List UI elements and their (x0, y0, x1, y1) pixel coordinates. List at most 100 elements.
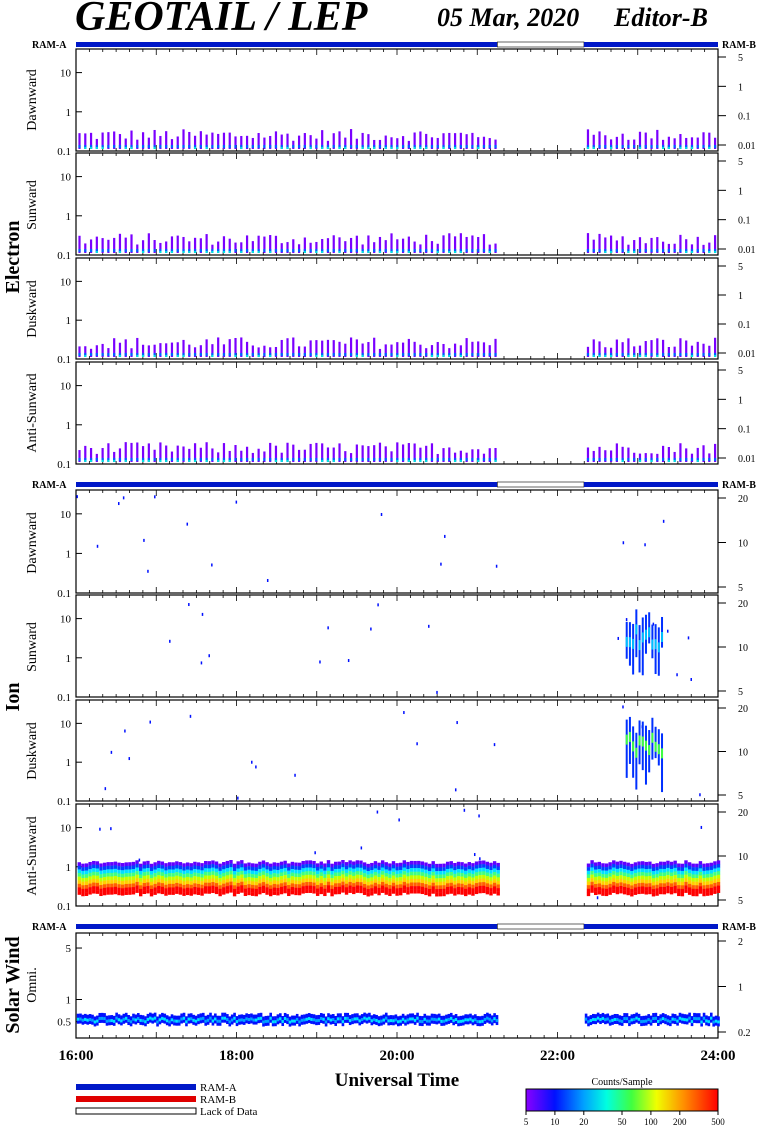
spectrogram-band (666, 867, 670, 872)
spectrogram-column (407, 140, 410, 149)
ytick-label-right: 5 (738, 791, 743, 802)
spectrogram-column (332, 340, 335, 357)
spectrogram-band (142, 886, 147, 891)
solar-wind-column (151, 1017, 155, 1021)
spectrogram-column (482, 249, 486, 252)
spectrogram-band (124, 869, 128, 874)
spectrogram-column (696, 447, 699, 462)
spectrogram-band (424, 891, 428, 896)
spectrogram-band (456, 886, 461, 891)
spectrogram-band (225, 875, 230, 880)
spectrogram-band (684, 885, 688, 890)
spectrogram-band (236, 868, 240, 873)
spectrogram-band (106, 880, 110, 884)
spectrogram-band (254, 878, 258, 882)
spectrogram-band (442, 888, 446, 893)
spectrogram-column (661, 249, 665, 252)
spectrogram-column (89, 353, 93, 356)
spectrogram-band (691, 867, 695, 871)
spectrogram-column (609, 458, 613, 461)
solar-wind-column (124, 1016, 128, 1020)
spectrogram-band (662, 879, 667, 884)
solar-wind-column (481, 1019, 484, 1023)
spectrogram-band (713, 861, 717, 866)
date-label: 05 Mar, 2020 (437, 3, 579, 32)
solar-wind-column (100, 1016, 104, 1020)
spectrogram-column (632, 623, 635, 675)
spectrogram-band (680, 863, 685, 868)
spectrogram-band (399, 862, 403, 867)
spectrogram-column (453, 460, 457, 462)
spectrogram-column (367, 147, 370, 149)
solar-wind-column (324, 1020, 328, 1024)
spectrogram-band (146, 875, 150, 880)
spectrogram-column (338, 237, 341, 253)
spectrogram-band (240, 881, 244, 886)
spectrogram-column (471, 235, 474, 253)
spectrogram-column (245, 353, 249, 356)
spectrogram-column (326, 447, 330, 462)
ram-status-segment (583, 42, 718, 47)
spectrogram-column (280, 145, 283, 148)
spectrogram-band (272, 887, 277, 892)
spectrogram-column (656, 237, 659, 253)
spectrogram-band (222, 865, 226, 870)
spectrogram-column (644, 249, 647, 252)
spectrogram-band (232, 863, 237, 868)
spectrogram-band (438, 874, 443, 879)
solar-wind-column (197, 1018, 200, 1022)
spectrogram-band (225, 878, 230, 883)
spectrogram-column (141, 460, 145, 462)
spectrogram-band (590, 867, 594, 872)
spectrogram-band (496, 884, 500, 889)
spectrogram-band (265, 883, 269, 888)
spectrogram-band (691, 863, 695, 868)
ytick-label-right: 0.01 (738, 245, 756, 256)
spectrogram-column (373, 353, 376, 356)
spectrogram-band (243, 877, 248, 882)
spectrogram-band (377, 887, 381, 892)
spectrogram-band (716, 889, 721, 893)
solar-wind-column (353, 1017, 357, 1021)
spectrogram-band (193, 890, 197, 895)
spectrogram-dot (110, 827, 112, 831)
spectrogram-column (378, 348, 382, 357)
spectrogram-column (159, 458, 162, 461)
spectrogram-column (667, 145, 670, 148)
spectrogram-column (269, 355, 272, 357)
spectrogram-band (662, 890, 667, 895)
solar-wind-column (300, 1018, 304, 1022)
solar-wind-column (685, 1018, 689, 1022)
spectrogram-band (124, 862, 128, 867)
spectrogram-band (637, 886, 641, 891)
spectrogram-band (496, 873, 500, 878)
spectrogram-band (677, 881, 681, 886)
solar-wind-column (245, 1017, 248, 1021)
spectrogram-column (465, 353, 468, 356)
spectrogram-column (205, 134, 208, 149)
spectrogram-band (185, 862, 190, 867)
solar-wind-column (401, 1017, 405, 1021)
spectrogram-band (612, 874, 616, 879)
spectrogram-band (622, 876, 627, 880)
ytick-label-left: 10 (60, 614, 72, 626)
solar-wind-column (291, 1019, 294, 1023)
spectrogram-band (92, 864, 96, 869)
spectrogram-column (315, 251, 318, 253)
spectrogram-column (228, 339, 231, 357)
spectrogram-column (344, 147, 347, 149)
spectrogram-column (211, 132, 214, 149)
solar-wind-column (640, 1020, 643, 1024)
spectrogram-column (280, 458, 283, 461)
spectrogram-band (196, 876, 201, 881)
solar-wind-column (409, 1017, 412, 1021)
spectrogram-band (673, 889, 677, 894)
solar-wind-column (628, 1020, 631, 1024)
solar-wind-column (462, 1019, 465, 1023)
spectrogram-column (315, 442, 318, 462)
spectrogram-column (222, 458, 226, 461)
spectrogram-band (687, 869, 692, 874)
spectrogram-column (165, 460, 168, 462)
spectrogram-band (326, 881, 331, 886)
spectrogram-column (679, 134, 682, 149)
